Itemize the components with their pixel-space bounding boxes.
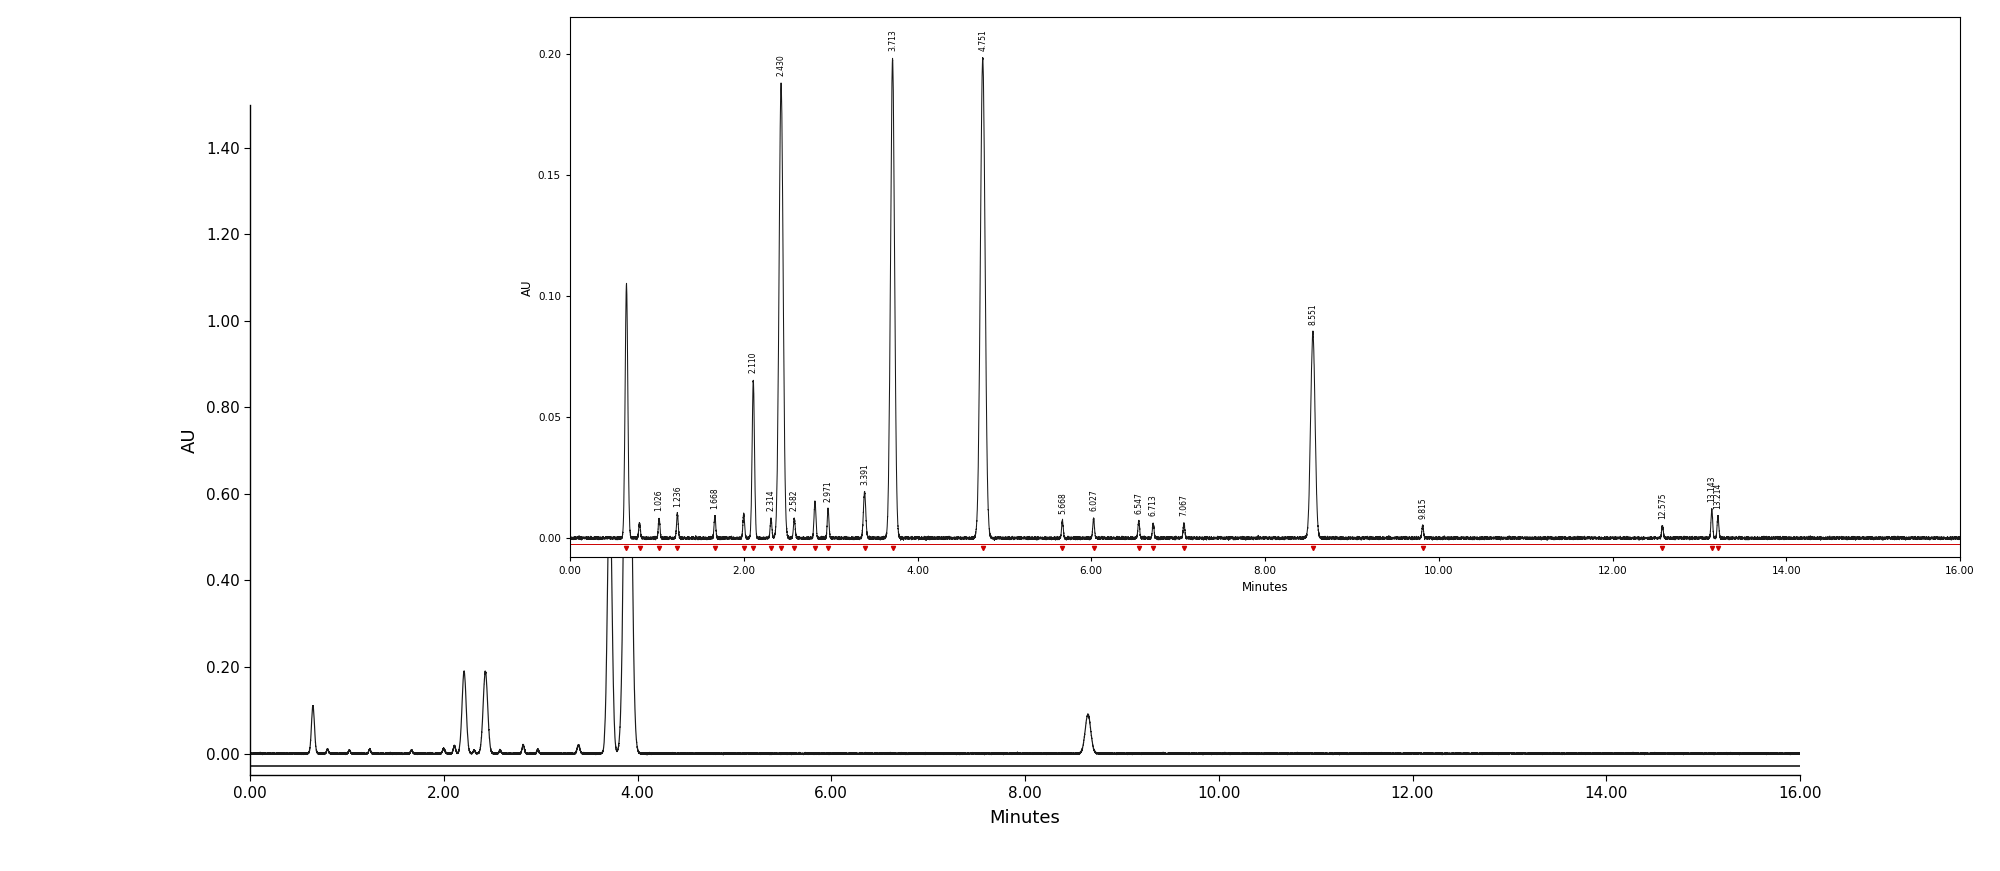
Text: 6.713: 6.713 (1148, 495, 1158, 517)
Text: *: * (618, 107, 638, 141)
Text: 1.236: 1.236 (672, 485, 682, 507)
Text: 2.430: 2.430 (776, 54, 786, 76)
Text: 4.751: 4.751 (978, 30, 988, 51)
Text: 1.668: 1.668 (710, 488, 720, 509)
Text: 2.971: 2.971 (824, 480, 832, 502)
Text: 6.547: 6.547 (1134, 492, 1144, 514)
Y-axis label: AU: AU (180, 427, 198, 453)
X-axis label: Minutes: Minutes (1242, 581, 1288, 594)
Text: 13.214: 13.214 (1714, 483, 1722, 509)
Text: 13.143: 13.143 (1708, 476, 1716, 502)
Text: 3.713: 3.713 (888, 30, 898, 51)
Text: 9.815: 9.815 (1418, 497, 1428, 519)
Text: 12.575: 12.575 (1658, 492, 1666, 519)
Text: 8.551: 8.551 (1308, 303, 1318, 325)
Y-axis label: AU: AU (520, 280, 534, 295)
Text: 5.668: 5.668 (1058, 492, 1066, 514)
X-axis label: Minutes: Minutes (990, 809, 1060, 827)
Text: 3.391: 3.391 (860, 463, 870, 485)
Text: 7.067: 7.067 (1180, 495, 1188, 517)
Text: 1.026: 1.026 (654, 490, 664, 511)
Text: 2.582: 2.582 (790, 490, 798, 511)
Text: 2.110: 2.110 (748, 352, 758, 374)
Text: 6.027: 6.027 (1090, 490, 1098, 511)
Text: 2.314: 2.314 (766, 490, 776, 511)
